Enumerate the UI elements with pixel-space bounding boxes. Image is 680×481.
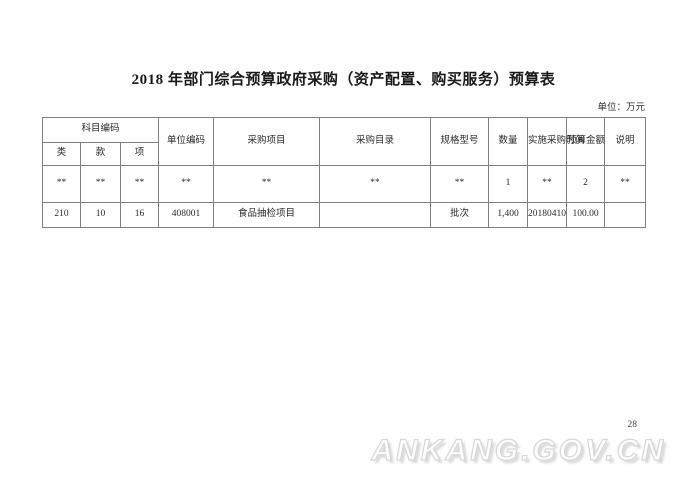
header-unit-code: 单位编码 — [158, 117, 215, 166]
cell-procurement-item: 食品抽检项目 — [213, 202, 321, 228]
cell-purchase-time: 20180410 — [527, 202, 568, 228]
cell-item: 16 — [119, 202, 160, 228]
cell-quantity: 1,400 — [488, 202, 529, 228]
cell-budget-amount: 2 — [566, 165, 606, 203]
cell-unit-code: ** — [158, 165, 215, 203]
cell-procurement-catalog — [319, 202, 432, 228]
header-procurement-catalog: 采购目录 — [319, 117, 432, 166]
cell-procurement-catalog: ** — [319, 165, 432, 203]
header-class: 类 — [42, 142, 81, 166]
cell-section: 10 — [80, 202, 121, 228]
header-quantity: 数量 — [488, 117, 529, 166]
header-spec-model: 规格型号 — [430, 117, 490, 166]
table-row-data: 210 10 16 408001 食品抽检项目 批次 1,400 2018041… — [42, 202, 647, 228]
cell-remark: ** — [604, 165, 647, 203]
table-row-summary: ** ** ** ** ** ** ** 1 ** 2 ** — [42, 165, 647, 203]
cell-procurement-item: ** — [213, 165, 321, 203]
header-procurement-item: 采购项目 — [213, 117, 321, 166]
cell-unit-code: 408001 — [158, 202, 215, 228]
header-subject-code: 科目编码 — [41, 117, 160, 143]
cell-class: 210 — [42, 202, 81, 228]
header-budget-amount: 预算金额 — [566, 117, 605, 166]
budget-table: 科目编码 单位编码 采购项目 采购目录 规格型号 数量 实施采购时间 预算金额 … — [41, 117, 647, 228]
cell-remark — [604, 202, 647, 228]
header-section: 款 — [80, 142, 121, 166]
cell-spec-model: 批次 — [430, 202, 490, 228]
watermark: ANKANG.GOV.CN — [371, 433, 666, 467]
header-row-group: 科目编码 单位编码 采购项目 采购目录 规格型号 数量 实施采购时间 预算金额 … — [41, 117, 647, 166]
page-number: 28 — [627, 420, 638, 430]
page-title: 2018 年部门综合预算政府采购（资产配置、购买服务）预算表 — [131, 72, 556, 88]
cell-quantity: 1 — [488, 165, 529, 203]
cell-purchase-time: ** — [527, 165, 568, 203]
header-remark: 说明 — [604, 117, 647, 166]
cell-item: ** — [119, 165, 160, 203]
cell-budget-amount: 100.00 — [566, 202, 606, 228]
header-purchase-time: 实施采购时间 — [527, 117, 585, 166]
unit-label: 单位：万元 — [597, 103, 645, 113]
header-item: 项 — [119, 142, 160, 166]
cell-class: ** — [42, 165, 81, 203]
cell-section: ** — [80, 165, 121, 203]
cell-spec-model: ** — [430, 165, 490, 203]
